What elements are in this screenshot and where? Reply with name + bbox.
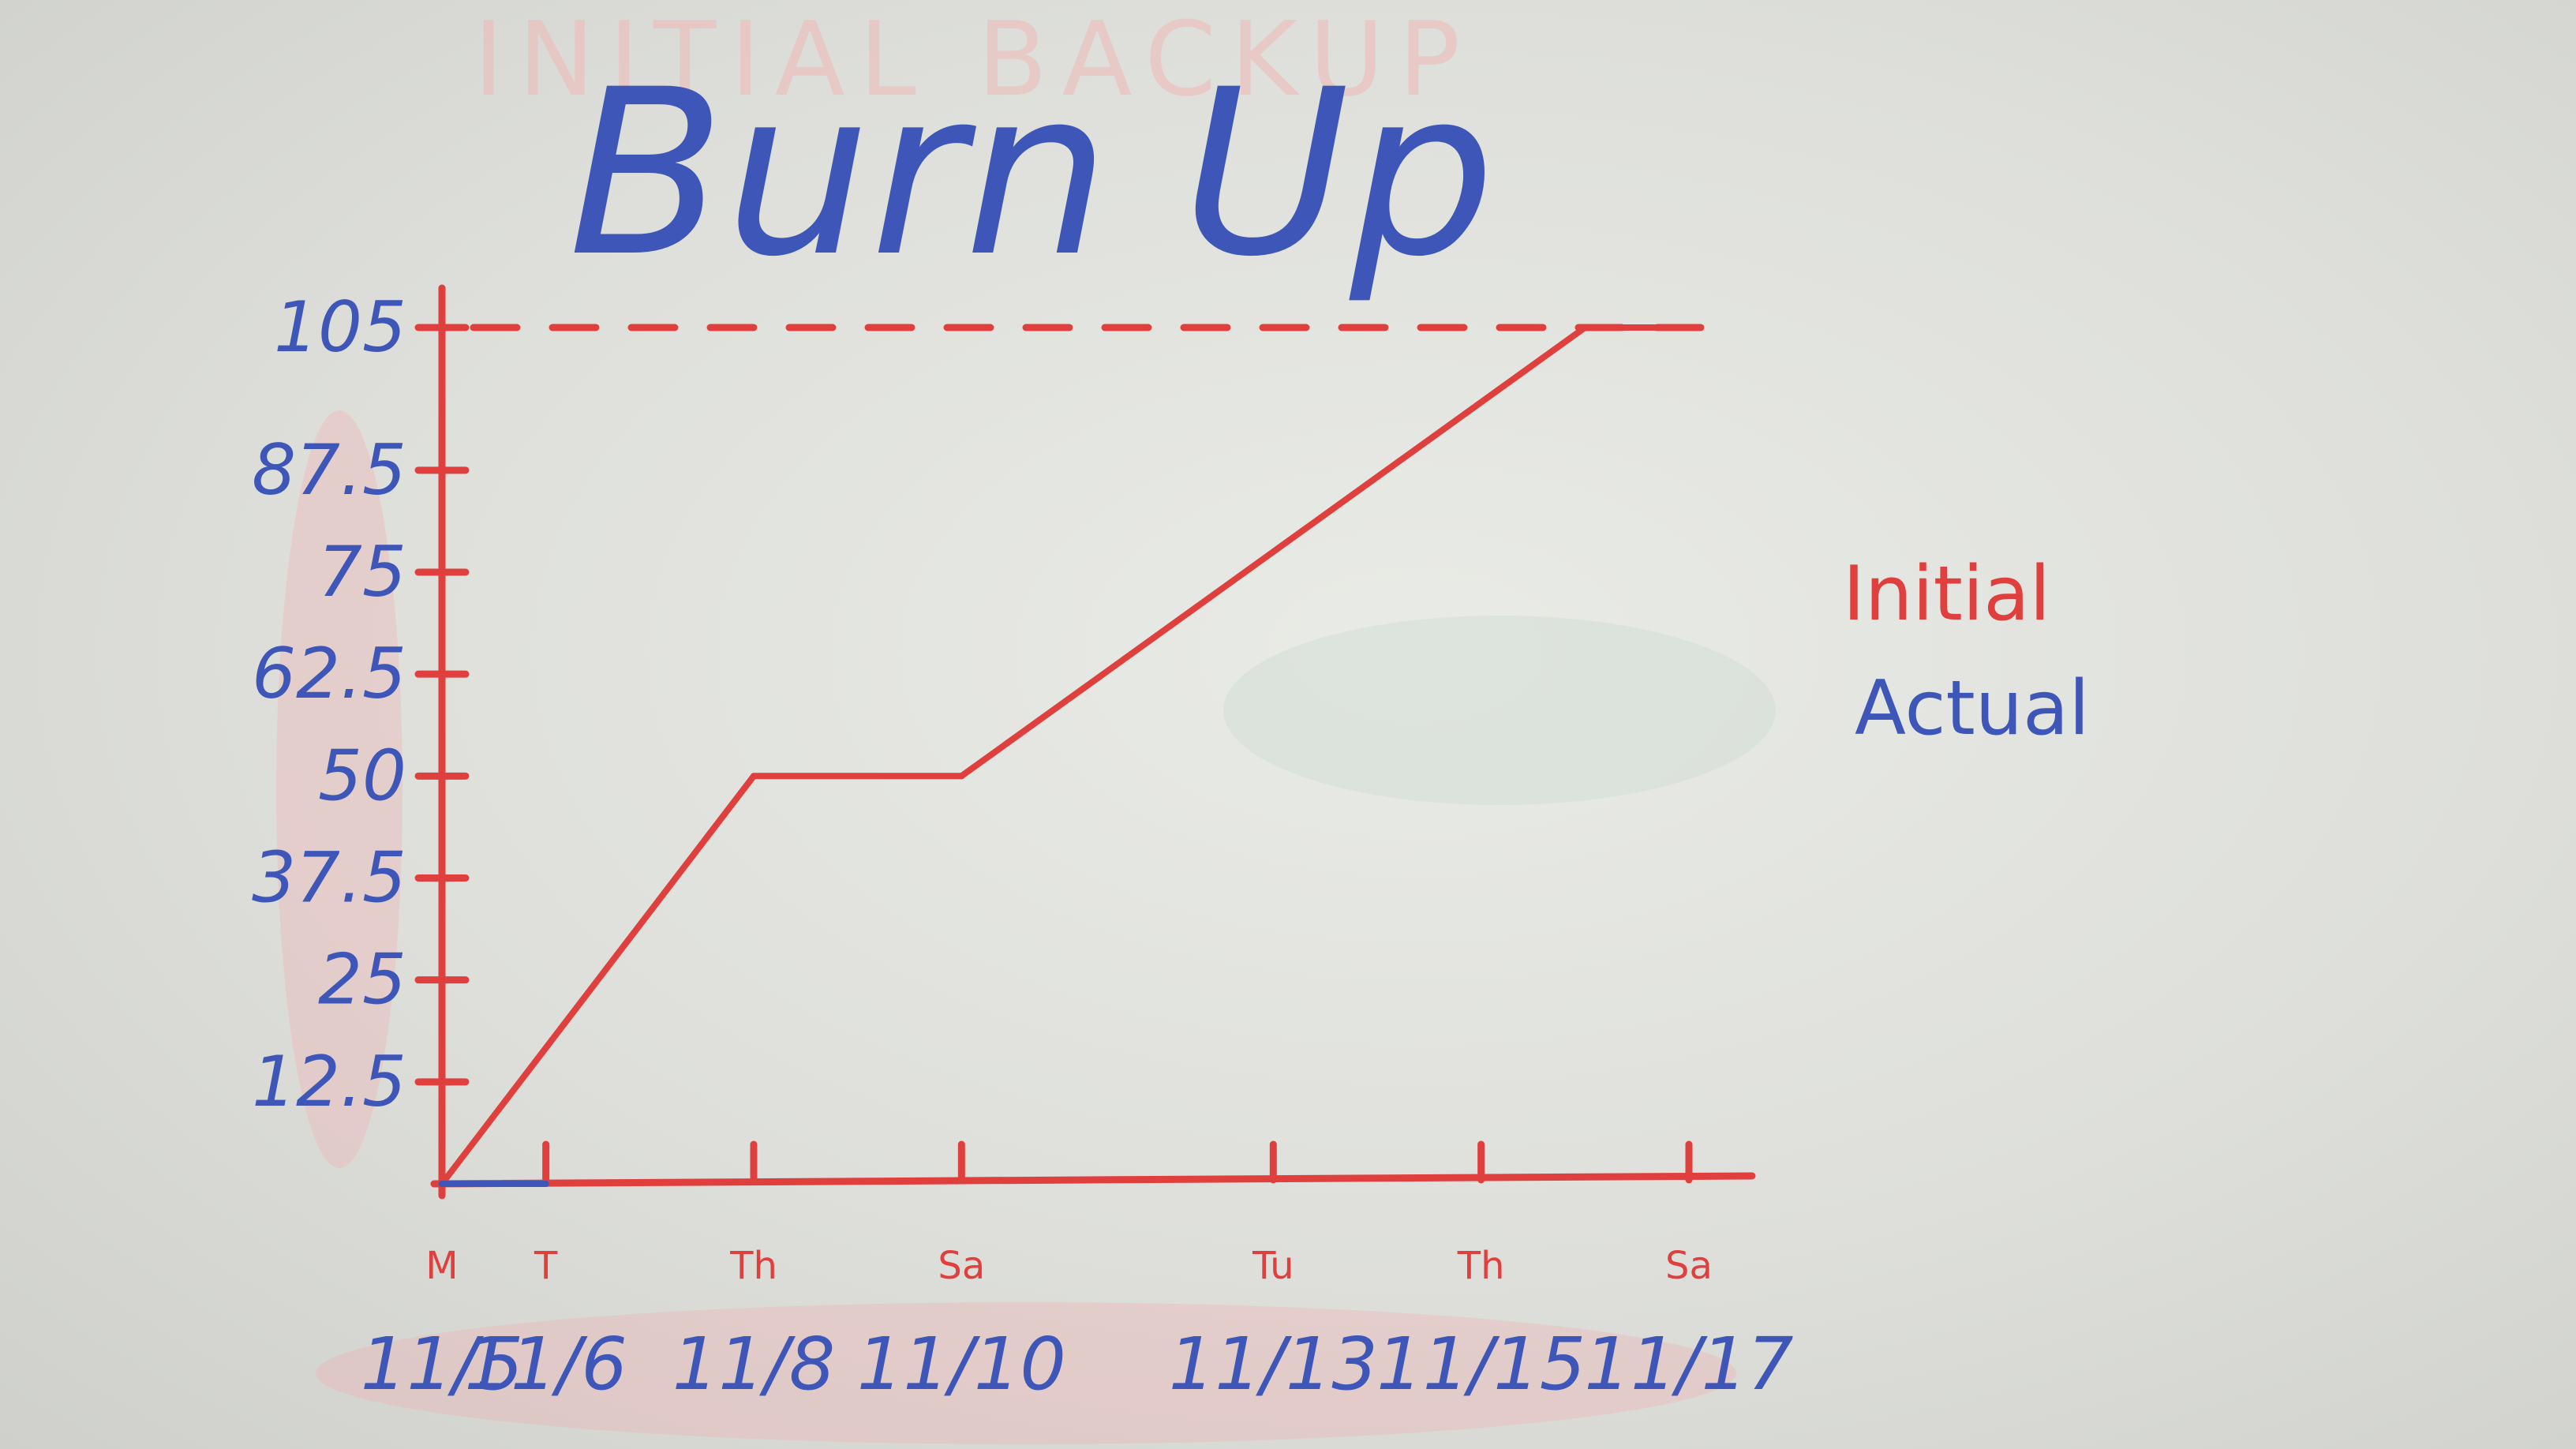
data-point-actual [439,1181,445,1187]
x-tick-label: 11/13 [1169,1322,1378,1406]
chart-title: Burn Up [568,41,1495,307]
data-point-actual [542,1181,549,1187]
y-ticks: 105 87.5 75 62.5 50 37.5 25 12.5 [252,286,470,1122]
x-tick-label: 11/15 [1376,1322,1586,1406]
x-tick-label: 11/6 [464,1322,627,1406]
x-tick-day: Th [729,1244,777,1288]
data-point-initial [751,773,757,780]
board-smudges [276,410,1776,1444]
series-lines [439,324,1692,1187]
x-tick-day: M [425,1244,458,1288]
legend: Initial Actual [1843,551,2090,752]
y-tick-label: 62.5 [252,633,406,714]
x-axis [430,1172,1756,1188]
x-tick-day: Tu [1252,1244,1294,1288]
data-point-initial [1686,324,1692,331]
y-tick-label: 87.5 [252,429,406,511]
x-tick-day: Sa [938,1244,985,1288]
x-tick-day: Sa [1665,1244,1713,1288]
legend-actual: Actual [1855,665,2090,752]
legend-initial: Initial [1843,551,2050,638]
x-tick-label: 11/10 [857,1322,1066,1406]
y-tick-label: 105 [274,286,406,368]
y-tick-label: 37.5 [252,837,406,919]
y-tick-label: 50 [318,735,406,816]
faint-heading: INITIAL BACKUP [474,0,1474,119]
data-point-initial [1582,324,1589,331]
y-tick-label: 75 [318,531,406,612]
y-tick-label: 25 [318,939,406,1020]
x-tick-label: 11/8 [672,1322,836,1406]
x-tick-label: 11/17 [1584,1322,1793,1406]
x-tick-day: Th [1457,1244,1505,1288]
data-point-initial [958,773,965,780]
x-ticks: M 11/5T 11/6 Th 11/8 Sa 11/10 Tu 11/13 Th 11/15 Sa 1… [361,1140,1794,1406]
y-tick-label: 12.5 [252,1041,406,1122]
x-tick-label: 11/5 [361,1322,524,1406]
chart-axes [430,284,1756,1200]
x-tick-day: T [534,1244,558,1288]
